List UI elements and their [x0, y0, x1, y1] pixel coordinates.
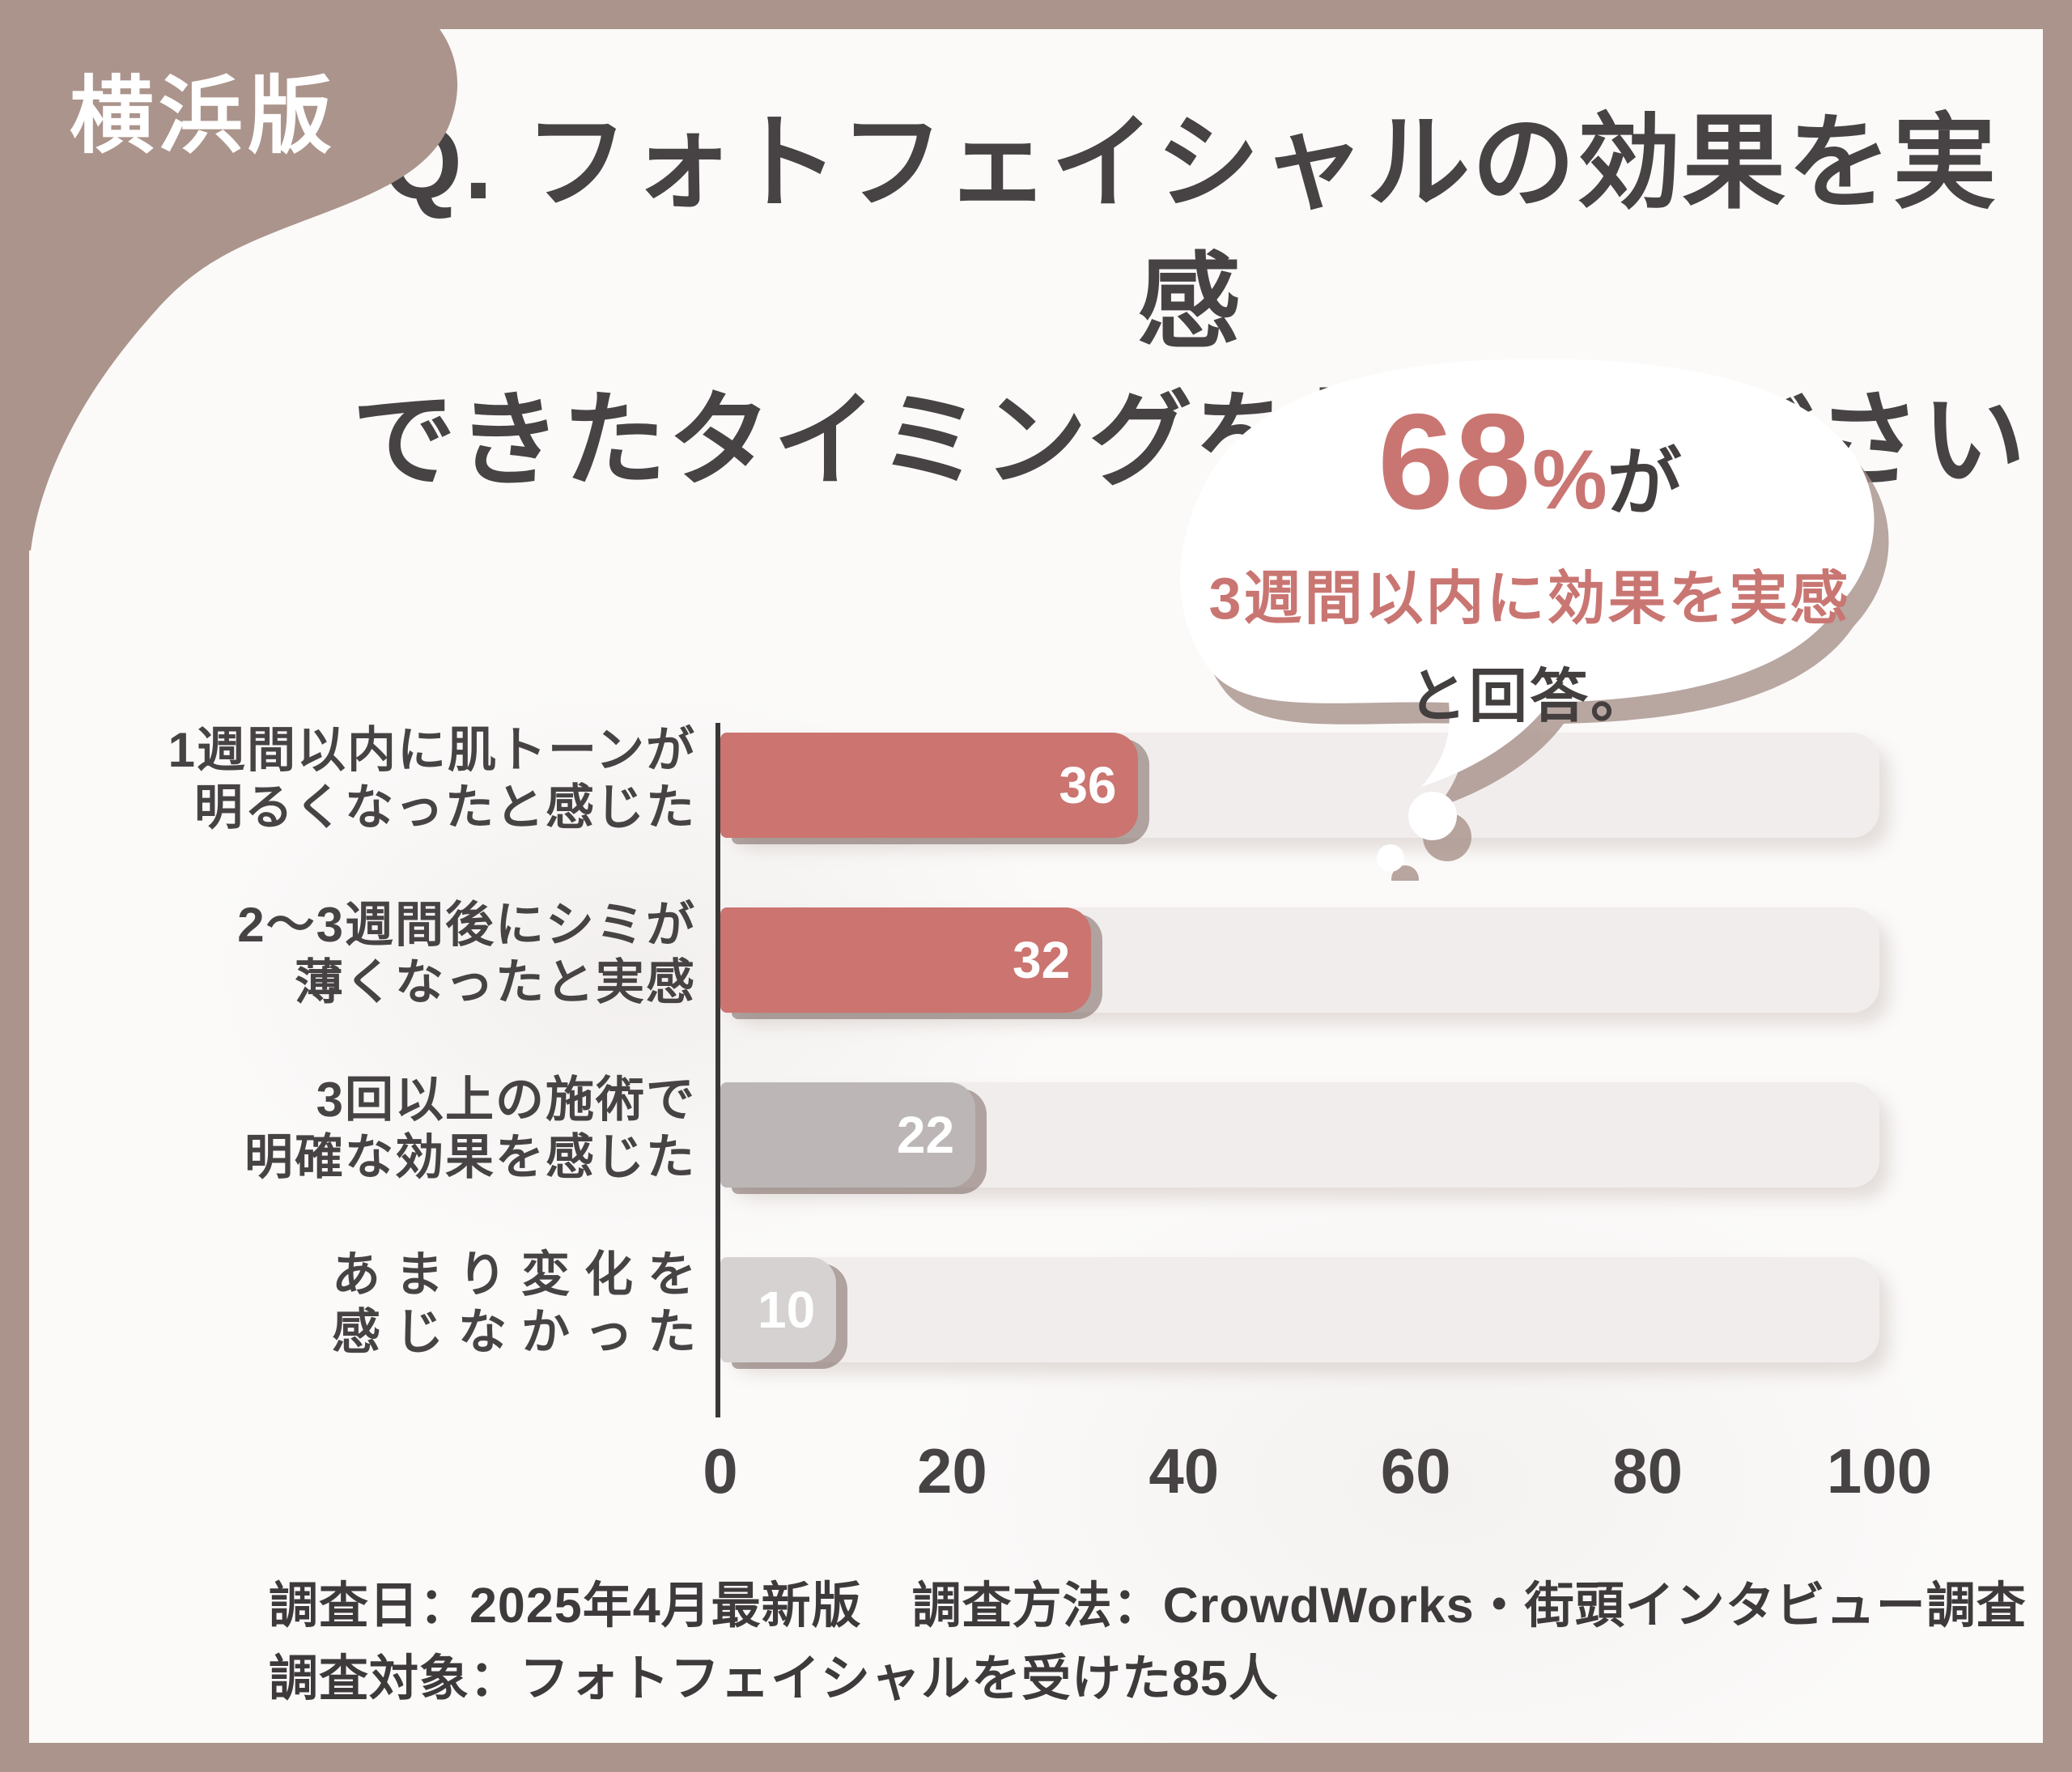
survey-footnote-line-2: 調査対象：フォトフェイシャルを受けた85人	[269, 1651, 1279, 1706]
thought-bubble	[1180, 359, 1889, 881]
bar-row: 10	[720, 1257, 837, 1362]
thought-dot-small	[1377, 844, 1404, 872]
corner-wave-decoration	[0, 0, 458, 550]
bar-label-2-line-2: 薄くなったと実感	[295, 955, 696, 1009]
title-line-1: Q. フォトフェイシャルの効果を実感	[381, 105, 1998, 360]
callout-percent-sign: %	[1532, 433, 1607, 527]
bar-label-4-line-2: 感じなかった	[332, 1305, 711, 1359]
content-panel	[29, 29, 2043, 1743]
callout-line-3: と回答。	[1408, 665, 1651, 729]
bar-label-4-line-1: あまり変化を	[332, 1247, 711, 1302]
x-axis-tick-40: 40	[1149, 1435, 1220, 1506]
callout-suffix: が	[1607, 442, 1682, 525]
callout-percentage: 68	[1378, 385, 1533, 538]
bar-value-label: 32	[1013, 931, 1071, 989]
bar-label-4: あまり変化を 感じなかった	[49, 1247, 696, 1359]
bar-label-1: 1週間以内に肌トーンが 明るくなったと感じた	[49, 723, 696, 835]
bar-value-label: 10	[758, 1281, 816, 1339]
bar-label-1-line-2: 明るくなったと感じた	[194, 780, 696, 835]
bar-label-2: 2〜3週間後にシミが 薄くなったと実感	[49, 898, 696, 1009]
survey-footnote: 調査日：2025年4月最新版 調査方法：CrowdWorks・街頭インタビュー調…	[269, 1569, 2027, 1715]
bar-label-3-line-1: 3回以上の施術で	[316, 1073, 696, 1128]
bar-value-label: 36	[1059, 756, 1117, 814]
x-axis-tick-100: 100	[1826, 1435, 1933, 1506]
bar-track: 22	[720, 1082, 1879, 1188]
y-axis-line	[715, 723, 720, 1417]
bar-row: 32	[720, 907, 1092, 1013]
bar-track: 32	[720, 907, 1879, 1013]
x-axis-tick-0: 0	[703, 1435, 738, 1506]
bar-label-1-line-1: 1週間以内に肌トーンが	[168, 723, 696, 778]
x-axis-tick-60: 60	[1380, 1435, 1451, 1506]
edition-badge: 横浜版	[70, 70, 338, 164]
bar-row: 36	[720, 733, 1138, 838]
bar-label-3-line-2: 明確な効果を感じた	[244, 1130, 696, 1184]
bar-track: 36	[720, 733, 1879, 838]
bar-value-label: 22	[896, 1106, 955, 1164]
callout-line-2: 3週間以内に効果を実感	[1208, 567, 1851, 631]
x-axis-tick-80: 80	[1612, 1435, 1683, 1506]
callout-headline: 68%が	[1174, 393, 1886, 529]
bar-row: 22	[720, 1082, 976, 1188]
survey-footnote-line-1: 調査日：2025年4月最新版 調査方法：CrowdWorks・街頭インタビュー調…	[269, 1578, 2027, 1633]
thought-dot-large	[1408, 792, 1457, 840]
bar-label-2-line-1: 2〜3週間後にシミが	[237, 898, 696, 953]
bar-track: 10	[720, 1257, 1879, 1362]
callout-text: 68%が 3週間以内に効果を実感 と回答。	[1174, 393, 1886, 733]
bar-label-3: 3回以上の施術で 明確な効果を感じた	[49, 1073, 696, 1184]
x-axis-tick-20: 20	[917, 1435, 987, 1506]
